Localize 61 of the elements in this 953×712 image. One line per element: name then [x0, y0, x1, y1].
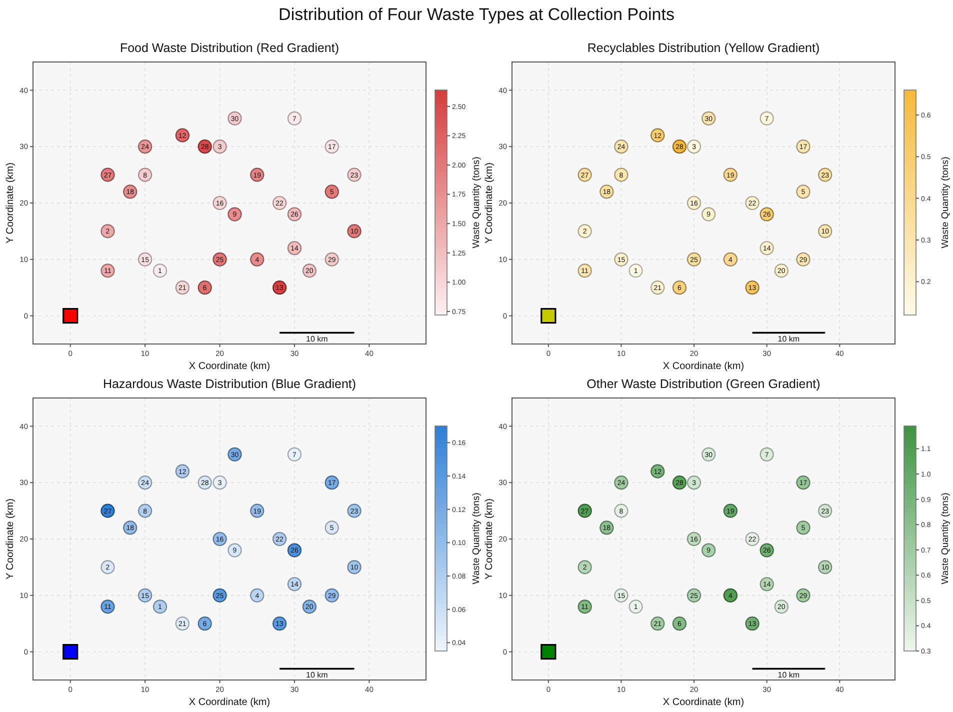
- point: [62, 644, 78, 660]
- point: [628, 600, 643, 614]
- text: Distribution of Four Waste Types at Collection Points: [278, 5, 674, 24]
- point: [198, 616, 212, 631]
- point: [138, 168, 152, 182]
- point: [324, 184, 339, 199]
- x-axis-title: X Coordinate (km): [662, 361, 744, 372]
- x-axis-title: X Coordinate (km): [188, 697, 270, 708]
- point: [760, 447, 774, 462]
- point: [212, 476, 227, 490]
- point: [100, 560, 115, 574]
- point: [702, 543, 716, 558]
- color-bar-title: Waste Quantity (tons): [940, 156, 951, 248]
- color-bar-title: Waste Quantity (tons): [471, 492, 482, 584]
- annotation: 10 km: [306, 670, 328, 680]
- point: [578, 224, 592, 238]
- point: [62, 308, 78, 324]
- chart-title: Recyclables Distribution (Yellow Gradient): [587, 41, 820, 55]
- point: [212, 140, 227, 154]
- y-axis-title: Y Coordinate (km): [5, 162, 16, 244]
- annotation: 10 km: [778, 334, 800, 344]
- point: [614, 504, 628, 518]
- point: [702, 207, 716, 222]
- point: [760, 111, 774, 126]
- x-axis-title: X Coordinate (km): [188, 361, 270, 372]
- point: [228, 543, 242, 558]
- y-axis-title: Y Coordinate (km): [484, 162, 495, 244]
- point: [198, 280, 212, 295]
- point: [686, 140, 702, 154]
- point: [324, 520, 339, 535]
- chart-title: Other Waste Distribution (Green Gradient): [586, 377, 820, 391]
- point: [100, 224, 115, 238]
- point: [723, 588, 738, 602]
- point: [578, 560, 592, 574]
- point: [686, 476, 702, 490]
- point: [723, 252, 738, 266]
- point: [287, 447, 302, 462]
- point: [540, 308, 556, 324]
- point: [672, 280, 687, 295]
- point: [287, 111, 302, 126]
- y-axis-title: Y Coordinate (km): [484, 498, 495, 580]
- chart-title: Food Waste Distribution (Red Gradient): [120, 41, 340, 55]
- annotation: 10 km: [306, 334, 328, 344]
- y-axis-title: Y Coordinate (km): [5, 498, 16, 580]
- point: [138, 504, 152, 518]
- chart-title: Hazardous Waste Distribution (Blue Gradient): [102, 377, 356, 391]
- point: [152, 264, 168, 278]
- point: [152, 600, 168, 614]
- point: [796, 520, 810, 535]
- point: [628, 264, 643, 278]
- point: [672, 616, 687, 631]
- point: [540, 644, 556, 660]
- x-axis-title: X Coordinate (km): [662, 697, 744, 708]
- color-bar-title: Waste Quantity (tons): [471, 156, 482, 248]
- point: [614, 168, 628, 182]
- point: [250, 252, 264, 266]
- color-bar-title: Waste Quantity (tons): [940, 492, 951, 584]
- annotation: 10 km: [778, 670, 800, 680]
- point: [796, 184, 810, 199]
- point: [250, 588, 264, 602]
- point: [228, 207, 242, 222]
